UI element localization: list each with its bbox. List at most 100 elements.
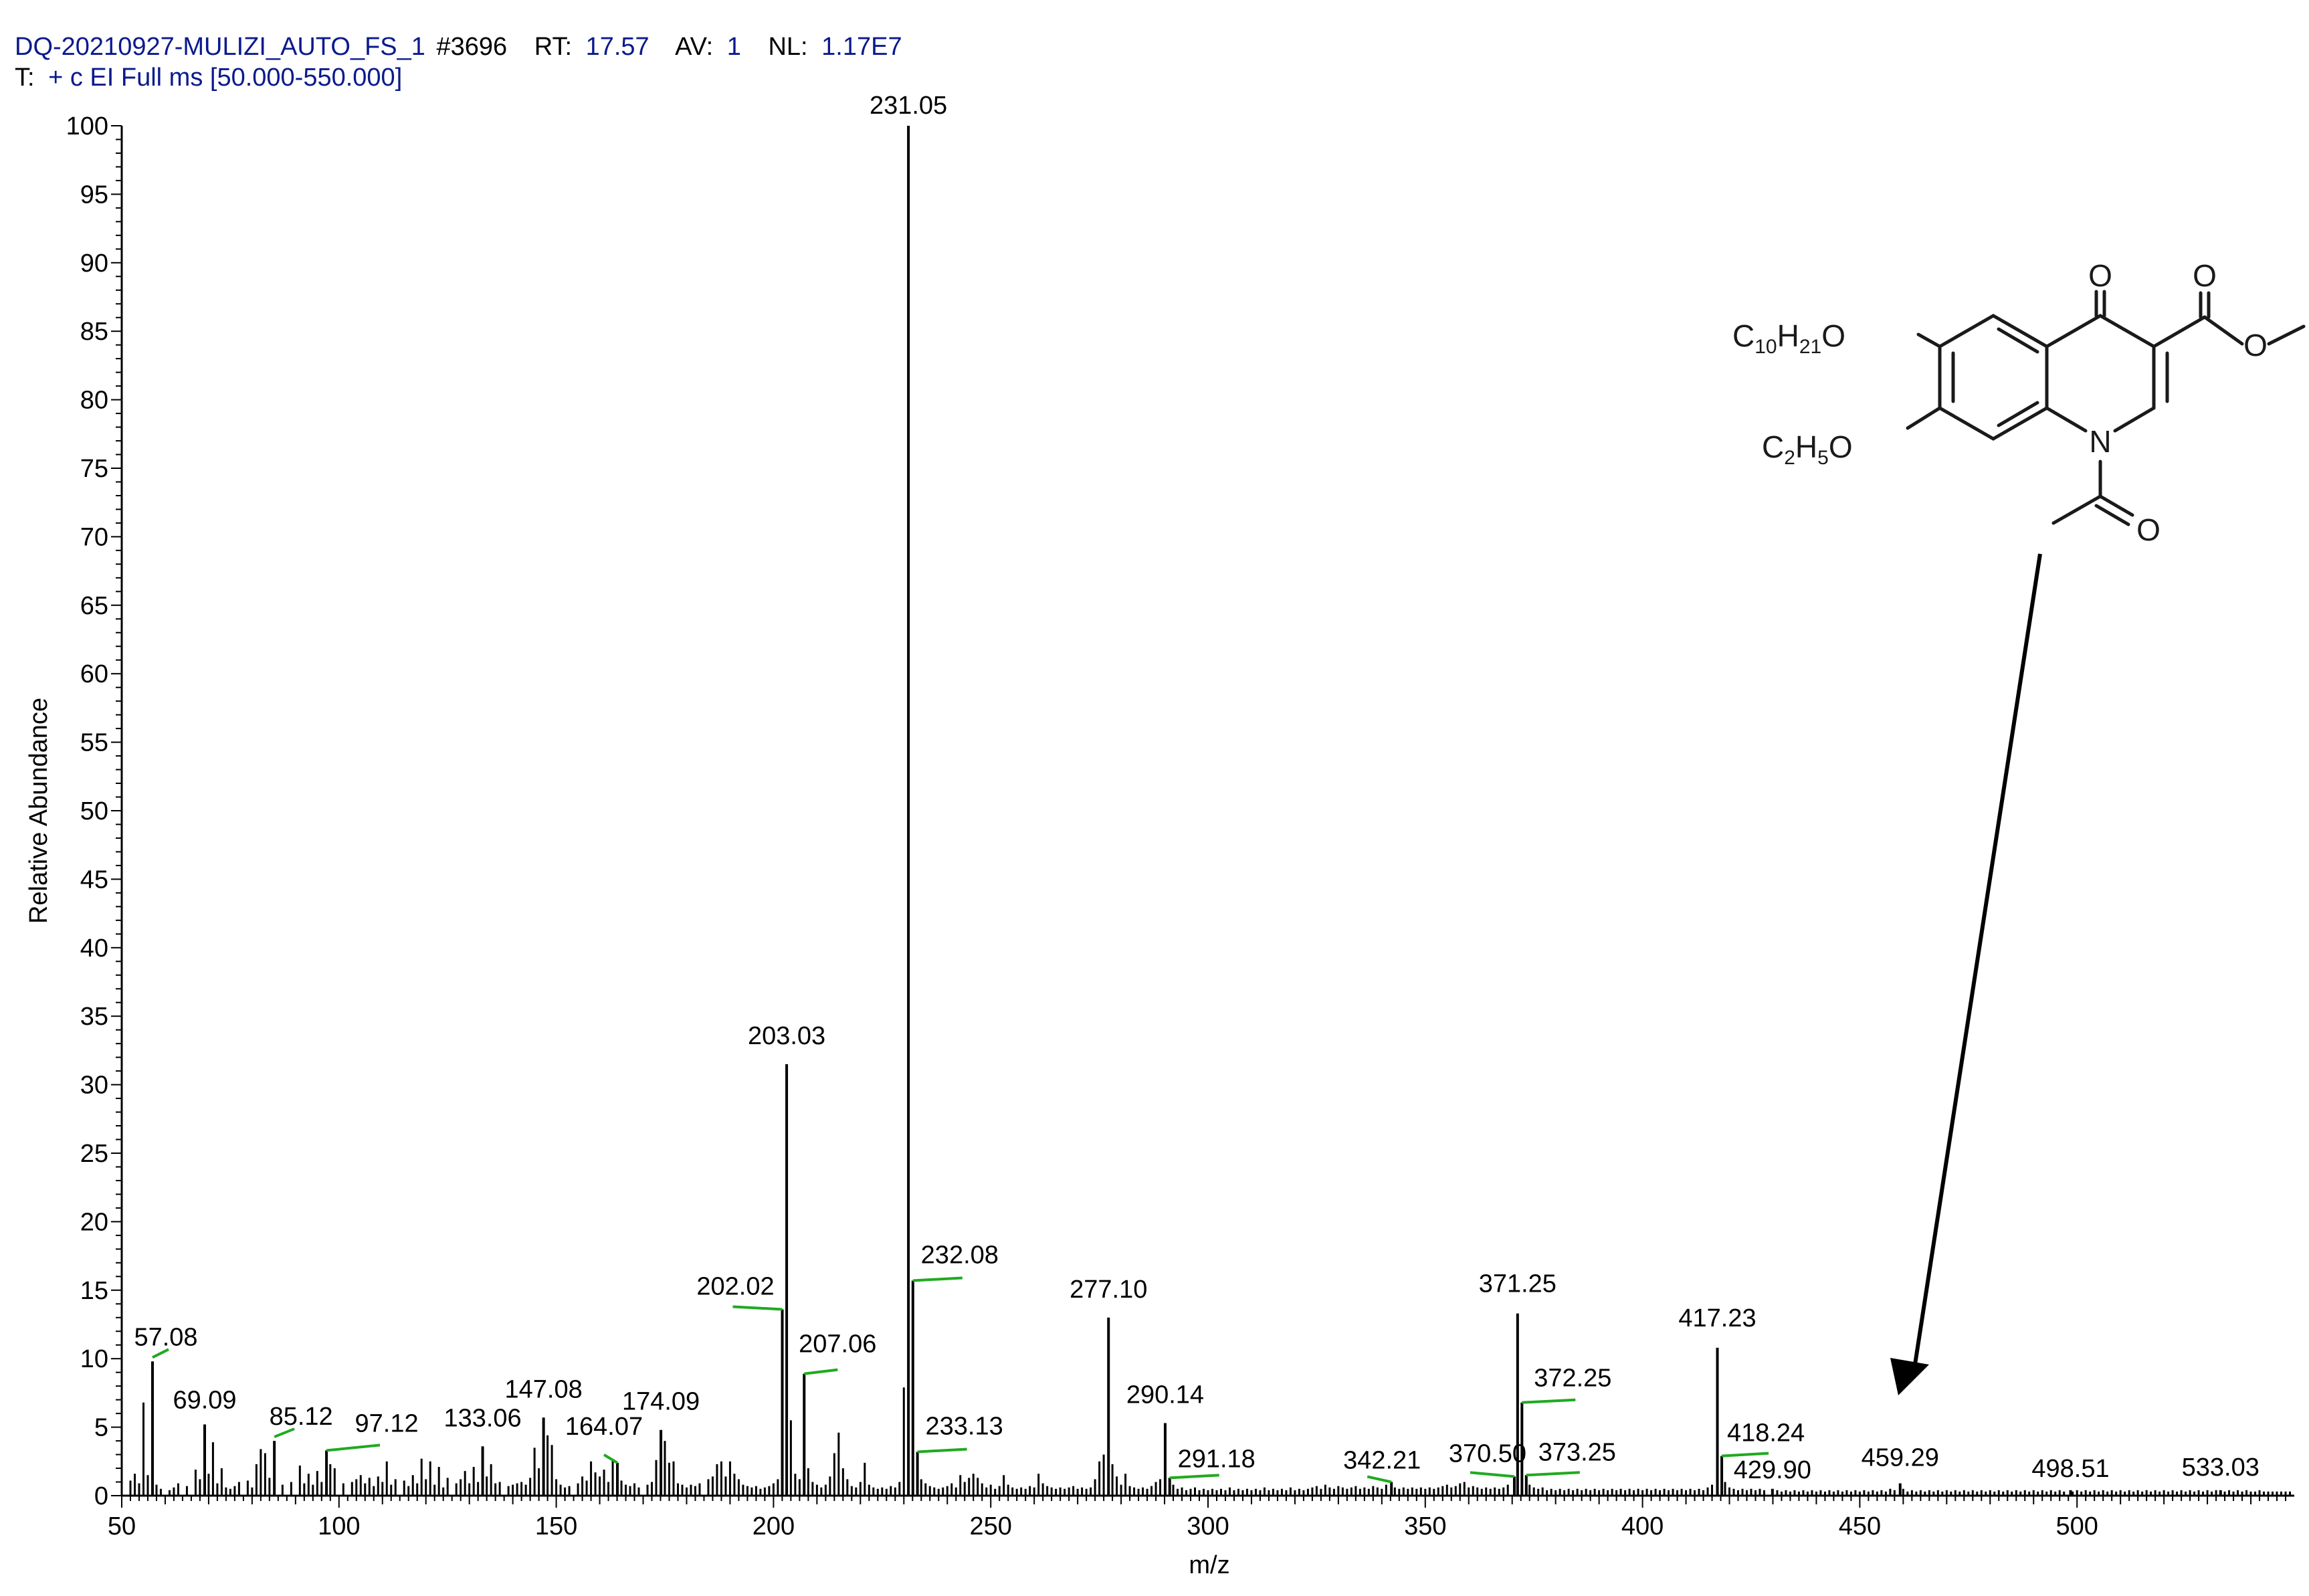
x-tick-label: 350 <box>1404 1512 1446 1540</box>
ethyl-h: H <box>1795 429 1817 464</box>
y-axis-ticks: 0 5 10 15 20 25 30 35 40 45 50 55 60 65 70 75 80 85 90 95 10… <box>66 112 122 1510</box>
peak-label-290-14: 290.14 <box>1126 1381 1204 1409</box>
peak-label-174-09: 174.09 <box>622 1388 700 1416</box>
peak-leader-373-25 <box>1526 1471 1580 1477</box>
peak-label-370-50: 370.50 <box>1449 1439 1526 1468</box>
x-axis-label: m/z <box>1189 1551 1229 1579</box>
y-tick-label: 95 <box>80 181 108 209</box>
y-tick-label: 20 <box>80 1208 108 1236</box>
peak-label-231-05: 231.05 <box>870 92 947 120</box>
peak-label-164-07: 164.07 <box>565 1413 643 1441</box>
ester-carbonyl-oxygen: O <box>2193 258 2217 293</box>
ketone-oxygen: O <box>2088 258 2112 293</box>
y-tick-label: 45 <box>80 866 108 894</box>
peak-label-417-23: 417.23 <box>1678 1304 1756 1332</box>
ester-o-bond <box>2203 315 2244 346</box>
peak-leader-202-02 <box>732 1305 783 1311</box>
nl-key: NL: <box>768 33 807 61</box>
x-tick-label: 50 <box>108 1512 136 1540</box>
filter-value: + c EI Full ms [50.000-550.000] <box>48 64 402 92</box>
peak-label-203-03: 203.03 <box>748 1022 825 1050</box>
x-tick-label: 500 <box>2055 1512 2098 1540</box>
ester-oxygen: O <box>2243 328 2268 363</box>
decyloxy-label: C10H21O <box>1732 318 1845 358</box>
peak-label-342-21: 342.21 <box>1343 1447 1421 1475</box>
peak-label-459-29: 459.29 <box>1862 1444 1939 1472</box>
pyridone-n-bond <box>2045 406 2088 433</box>
x-tick-label: 400 <box>1621 1512 1664 1540</box>
peak-label-69-09: 69.09 <box>173 1387 236 1415</box>
peak-leader-372-25 <box>1522 1398 1576 1404</box>
filter-key: T: <box>15 64 35 92</box>
peak-label-429-90: 429.90 <box>1734 1456 1811 1484</box>
av-value: 1 <box>727 33 741 61</box>
pointer-arrow <box>1890 553 2042 1395</box>
spectrum-header: DQ-20210927-MULIZI_AUTO_FS_1 #3696 RT: 1… <box>15 33 902 92</box>
ethyl-c: C <box>1762 429 1784 464</box>
peak-leader-207-06 <box>804 1368 838 1375</box>
acetyl-oxygen: O <box>2136 512 2161 547</box>
x-tick-label: 200 <box>752 1512 795 1540</box>
ethoxy-bond <box>1906 406 1942 430</box>
peak-label-202-02: 202.02 <box>696 1272 774 1300</box>
peak-label-372-25: 372.25 <box>1534 1365 1611 1393</box>
y-tick-label: 25 <box>80 1140 108 1168</box>
peak-label-leaders <box>152 1276 1769 1484</box>
benzene-ring <box>1938 314 2049 441</box>
ethyl-bond-1 <box>2267 324 2306 346</box>
structure-atom-labels: O O O N O C10H21O C2H5O <box>1732 258 2268 547</box>
y-tick-label: 70 <box>80 523 108 551</box>
scan-number: #3696 <box>436 33 507 61</box>
peak-label-371-25: 371.25 <box>1479 1270 1557 1298</box>
y-tick-label: 10 <box>80 1345 108 1373</box>
arrow-head <box>1890 1358 1929 1395</box>
decyl-h-count: 21 <box>1799 336 1821 358</box>
y-tick-label: 90 <box>80 250 108 278</box>
benzene-double-bond-2 <box>1997 327 2039 354</box>
peak-leader-418-24 <box>1721 1452 1769 1458</box>
y-tick-label: 55 <box>80 729 108 757</box>
y-tick-label: 30 <box>80 1072 108 1100</box>
decyl-c-count: 10 <box>1754 336 1777 358</box>
y-tick-label: 75 <box>80 455 108 483</box>
nl-value: 1.17E7 <box>821 33 902 61</box>
y-tick-label: 85 <box>80 318 108 346</box>
rt-key: RT: <box>534 33 572 61</box>
decyl-o: O <box>1821 318 1845 353</box>
ring-nitrogen: N <box>2089 424 2111 459</box>
y-tick-label: 100 <box>66 112 108 140</box>
peak-label-533-03: 533.03 <box>2182 1454 2260 1482</box>
peak-label-233-13: 233.13 <box>925 1412 1003 1440</box>
chemical-structure <box>1906 290 2306 526</box>
peak-label-57-08: 57.08 <box>134 1323 197 1351</box>
peak-label-97-12: 97.12 <box>355 1409 419 1437</box>
x-tick-label: 150 <box>535 1512 577 1540</box>
peak-label-133-06: 133.06 <box>443 1404 521 1432</box>
header-line-2: T: + c EI Full ms [50.000-550.000] <box>15 64 402 92</box>
decyl-h: H <box>1777 318 1799 353</box>
ethyl-h-count: 5 <box>1817 447 1829 469</box>
x-tick-label: 250 <box>969 1512 1011 1540</box>
av-key: AV: <box>675 33 713 61</box>
y-axis-label: Relative Abundance <box>25 698 53 924</box>
peak-leader-291-18 <box>1169 1474 1219 1480</box>
scan-file-name: DQ-20210927-MULIZI_AUTO_FS_1 <box>15 33 425 61</box>
peak-label-85-12: 85.12 <box>270 1403 333 1431</box>
y-tick-label: 80 <box>80 387 108 415</box>
peak-label-147-08: 147.08 <box>505 1375 583 1403</box>
y-tick-label: 5 <box>94 1414 108 1442</box>
y-tick-label: 0 <box>94 1482 108 1510</box>
peak-leader-233-13 <box>917 1448 967 1454</box>
ethoxy-label: C2H5O <box>1762 429 1853 469</box>
acetyl-carbonyl-a <box>2098 494 2134 517</box>
rt-value: 17.57 <box>586 33 649 61</box>
y-tick-label: 40 <box>80 934 108 963</box>
peak-leader-232-08 <box>912 1276 963 1282</box>
x-tick-label: 100 <box>318 1512 360 1540</box>
ethyl-c-count: 2 <box>1784 447 1795 469</box>
pyridone-ring <box>2045 314 2156 433</box>
decyloxy-bond <box>1916 332 1942 348</box>
x-tick-label: 450 <box>1839 1512 1881 1540</box>
